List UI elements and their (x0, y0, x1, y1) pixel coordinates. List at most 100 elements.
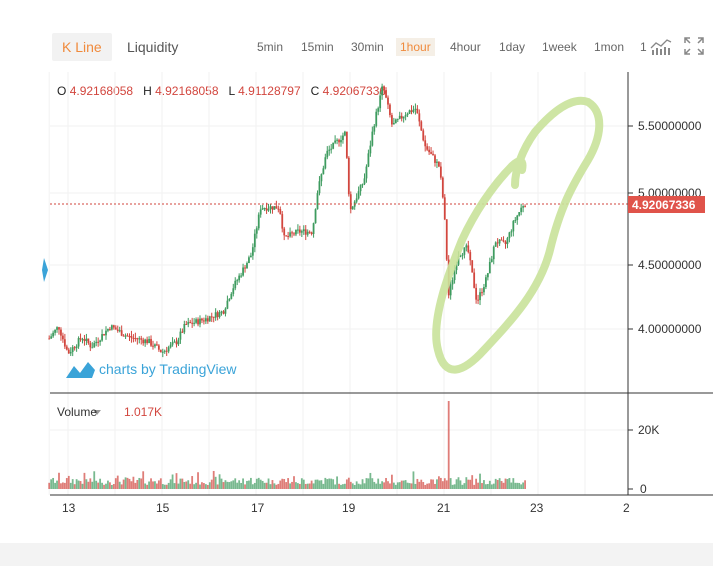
volume-bar (273, 483, 276, 489)
volume-bar (216, 484, 219, 489)
candle (206, 318, 209, 322)
price-chart[interactable]: 5.50000000 5.00000000 4.50000000 4.00000… (0, 0, 713, 543)
volume-bar (118, 481, 121, 489)
interval-5min[interactable]: 5min (257, 40, 284, 54)
candle (486, 273, 489, 278)
volume-bar (459, 480, 462, 489)
candle (77, 338, 80, 347)
candle (432, 153, 434, 156)
candle (99, 340, 102, 342)
volume-bar (310, 480, 313, 489)
fullscreen-icon[interactable] (684, 37, 704, 60)
volume-bar (475, 478, 478, 489)
open-value: 4.92168058 (69, 84, 134, 98)
candle (146, 339, 149, 344)
close-label: C (310, 84, 320, 98)
interval-1mon[interactable]: 1mon (594, 40, 625, 54)
volume-bar (332, 479, 335, 489)
tab-liquidity[interactable]: Liquidity (127, 39, 179, 55)
candle (236, 280, 239, 282)
candle (394, 119, 397, 123)
volume-bar (173, 483, 176, 489)
interval-1week[interactable]: 1week (542, 40, 577, 54)
volume-bar (300, 478, 303, 489)
candle (524, 206, 526, 208)
volume-bar (312, 483, 315, 489)
price-tick-label: 4.50000000 (638, 258, 702, 272)
candle (253, 233, 256, 248)
volume-bar (114, 478, 117, 489)
volume-bar (253, 482, 256, 489)
candle (75, 346, 78, 349)
volume-bar (383, 482, 385, 489)
candle (281, 214, 284, 229)
volume-bar (398, 482, 401, 489)
volume-bar (142, 471, 145, 489)
candle (71, 347, 74, 352)
interval-1day[interactable]: 1day (499, 40, 526, 54)
candle (453, 270, 456, 281)
tab-k-line[interactable]: K Line (52, 33, 112, 61)
candle (367, 153, 370, 167)
volume-bar (232, 480, 235, 489)
candle (93, 343, 96, 348)
volume-bar (230, 481, 233, 489)
candle (65, 346, 68, 350)
price-tick-label: 5.50000000 (638, 119, 702, 133)
volume-bar (391, 474, 393, 489)
low-value: 4.91128797 (238, 84, 301, 98)
candle (369, 145, 372, 154)
chart-indicator-icon[interactable] (650, 37, 672, 60)
volume-bar (289, 483, 291, 489)
interval-15min[interactable]: 15min (301, 40, 334, 54)
tradingview-brand[interactable]: charts by TradingView (99, 361, 237, 377)
volume-bar (214, 476, 217, 489)
volume-bar (447, 401, 450, 489)
candle (438, 161, 440, 167)
candle (404, 115, 407, 117)
candle (516, 215, 519, 220)
interval-1year[interactable]: 1 (640, 40, 647, 54)
volume-bar (471, 475, 474, 489)
candle (228, 298, 231, 301)
candle (189, 321, 192, 323)
volume-bar (351, 483, 354, 489)
candle (483, 287, 485, 293)
candle (330, 148, 333, 150)
time-tick-label: 13 (62, 501, 76, 515)
volume-bar (283, 479, 286, 489)
candle (357, 191, 360, 199)
volume-bar (465, 477, 468, 489)
candle (308, 231, 311, 233)
candle (398, 115, 401, 119)
volume-bar (438, 476, 440, 489)
candle (410, 110, 413, 112)
volume-bar (163, 484, 166, 489)
candle (63, 339, 66, 347)
volume-bar (234, 478, 237, 489)
candle (449, 284, 452, 296)
volume-bar (154, 481, 156, 489)
candle (492, 246, 495, 260)
left-scroll-handle-icon[interactable] (42, 258, 48, 282)
interval-4hour[interactable]: 4hour (450, 40, 481, 54)
volume-bar (201, 482, 203, 489)
volume-bar (244, 484, 246, 489)
candle (314, 209, 317, 224)
volume-bar (502, 482, 505, 489)
candle (238, 275, 241, 281)
candle (289, 232, 291, 237)
volume-bar (191, 476, 194, 489)
volume-bar (183, 481, 186, 489)
candle (265, 208, 268, 211)
interval-1hour[interactable]: 1hour (396, 38, 435, 56)
candle (263, 208, 266, 210)
candle (124, 335, 127, 337)
interval-30min[interactable]: 30min (351, 40, 384, 54)
volume-bar (381, 481, 384, 489)
chevron-down-icon[interactable] (93, 410, 101, 415)
volume-bar (449, 478, 452, 489)
candle (402, 116, 405, 119)
candle (389, 104, 391, 116)
candle (500, 239, 503, 241)
